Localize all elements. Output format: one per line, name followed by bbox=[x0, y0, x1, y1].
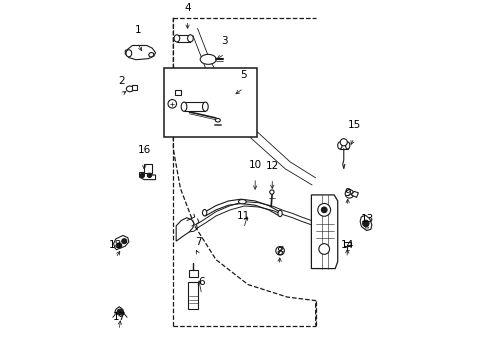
Circle shape bbox=[122, 239, 126, 244]
Circle shape bbox=[317, 203, 330, 216]
Text: 6: 6 bbox=[198, 277, 204, 287]
Text: 9: 9 bbox=[344, 189, 350, 198]
Bar bbox=[344, 242, 350, 246]
Circle shape bbox=[168, 100, 176, 108]
Text: 2: 2 bbox=[118, 76, 125, 86]
Polygon shape bbox=[125, 45, 155, 60]
Circle shape bbox=[140, 173, 144, 177]
Ellipse shape bbox=[202, 102, 208, 111]
Text: 4: 4 bbox=[184, 3, 190, 13]
Polygon shape bbox=[350, 192, 358, 197]
Ellipse shape bbox=[277, 210, 282, 217]
Circle shape bbox=[275, 247, 284, 255]
Polygon shape bbox=[113, 235, 129, 250]
Ellipse shape bbox=[181, 102, 186, 111]
Polygon shape bbox=[115, 307, 124, 316]
Circle shape bbox=[269, 190, 273, 194]
Ellipse shape bbox=[187, 35, 193, 42]
Circle shape bbox=[362, 220, 368, 226]
Circle shape bbox=[321, 207, 326, 213]
Circle shape bbox=[345, 190, 353, 198]
Bar bbox=[131, 85, 137, 90]
Polygon shape bbox=[359, 215, 371, 230]
Ellipse shape bbox=[200, 54, 216, 64]
Ellipse shape bbox=[202, 210, 206, 216]
Text: 18: 18 bbox=[109, 240, 122, 250]
Text: 17: 17 bbox=[112, 312, 125, 322]
Ellipse shape bbox=[337, 142, 341, 149]
Circle shape bbox=[117, 243, 122, 248]
Ellipse shape bbox=[215, 118, 220, 122]
Circle shape bbox=[318, 244, 329, 254]
Text: 10: 10 bbox=[248, 160, 261, 170]
Ellipse shape bbox=[238, 199, 246, 204]
Text: 3: 3 bbox=[221, 36, 228, 46]
Text: 14: 14 bbox=[340, 240, 353, 250]
Bar bbox=[189, 270, 198, 277]
Bar bbox=[144, 163, 152, 172]
Ellipse shape bbox=[126, 86, 133, 92]
Bar bbox=[339, 142, 347, 149]
Bar bbox=[177, 35, 190, 42]
Polygon shape bbox=[176, 218, 194, 241]
Text: 12: 12 bbox=[265, 161, 278, 171]
Bar bbox=[164, 68, 256, 137]
Text: 16: 16 bbox=[137, 145, 150, 155]
Polygon shape bbox=[311, 195, 337, 269]
Text: 13: 13 bbox=[360, 214, 373, 224]
Ellipse shape bbox=[148, 53, 153, 57]
Bar bbox=[175, 90, 181, 95]
Text: 1: 1 bbox=[134, 25, 141, 35]
Circle shape bbox=[340, 139, 346, 146]
Circle shape bbox=[117, 309, 122, 315]
Text: 15: 15 bbox=[347, 120, 360, 130]
Text: 8: 8 bbox=[276, 247, 282, 257]
Ellipse shape bbox=[174, 35, 180, 42]
Text: 5: 5 bbox=[240, 70, 246, 80]
Text: 11: 11 bbox=[237, 211, 250, 221]
Ellipse shape bbox=[345, 142, 349, 149]
Ellipse shape bbox=[126, 50, 131, 57]
Text: 7: 7 bbox=[195, 237, 201, 247]
Bar bbox=[183, 102, 205, 111]
Polygon shape bbox=[139, 172, 155, 180]
Bar bbox=[188, 282, 198, 309]
Circle shape bbox=[147, 173, 151, 177]
